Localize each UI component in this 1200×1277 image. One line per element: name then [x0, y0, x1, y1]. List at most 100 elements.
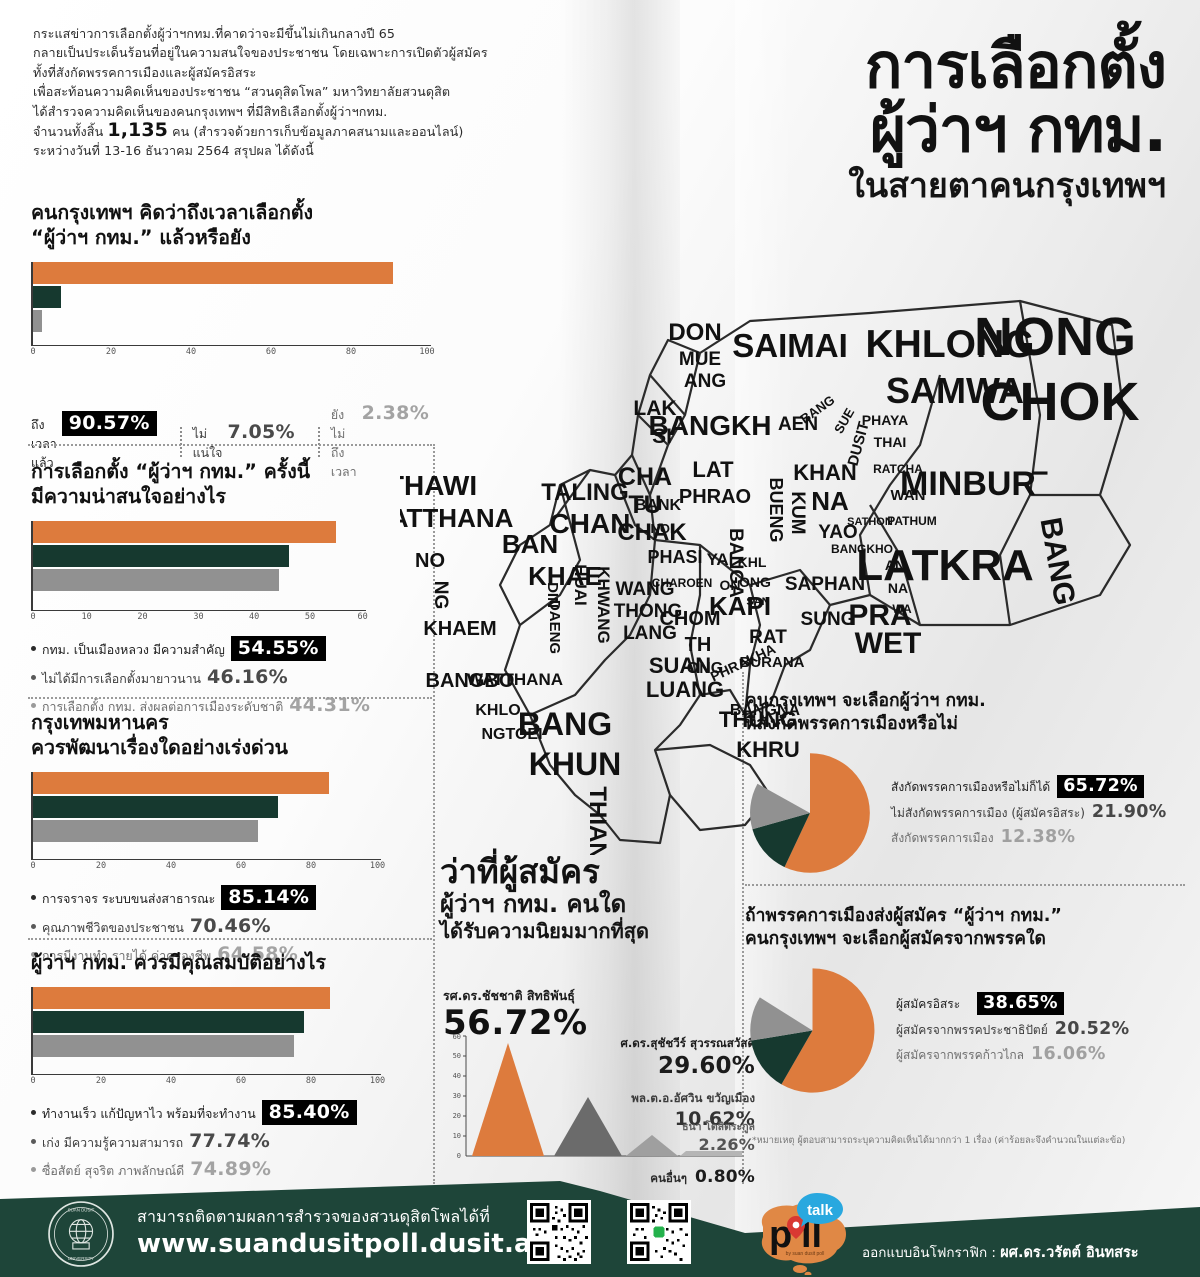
q1-summary-label-2: ไม่แน่ใจ: [192, 426, 223, 460]
candidate-3-block: พล.ต.อ.อัศวิน ขวัญเมือง 10.62%: [530, 1090, 755, 1130]
q1-summary-label-1: ถึงเวลาแล้ว: [31, 417, 57, 470]
intro-sample-suffix: คน (สำรวจด้วยการเก็บข้อมูลภาคสนามและออนไ…: [168, 124, 464, 140]
q3-legend-row-3: การมีงานทำ รายได้ ค่าครองชีพ 64.58%: [31, 943, 431, 966]
svg-text:WATTHANA: WATTHANA: [400, 503, 514, 533]
svg-text:NOI: NOI: [650, 521, 673, 536]
q2-tick-50: 50: [304, 612, 316, 622]
q3-legend-label-2: คุณภาพชีวิตของประชาชน: [42, 920, 184, 935]
poll-logo: p ll talk by suan dusit poll: [761, 1193, 846, 1275]
svg-text:CHOM: CHOM: [659, 608, 720, 630]
svg-text:MUE: MUE: [679, 349, 721, 370]
q2-plot-area: [31, 521, 366, 611]
svg-text:KHL: KHL: [738, 554, 767, 570]
q4-bar-3: [33, 1035, 294, 1057]
svg-text:ONG: ONG: [687, 660, 723, 677]
intro-line-7: ระหว่างวันที่ 13-16 ธันวาคม 2564 สรุปผล …: [33, 143, 314, 159]
svg-text:40: 40: [453, 1072, 461, 1080]
bullet-icon: [31, 675, 36, 680]
q4-bar-2: [33, 1011, 304, 1033]
svg-text:SUAN DUSIT: SUAN DUSIT: [68, 1208, 95, 1213]
pie1-row: สังกัดพรรคการเมืองหรือไม่ก็ได้ 65.72% ไม…: [745, 748, 1195, 878]
divider-1: [28, 444, 432, 446]
q1-summary-item-2: ไม่แน่ใจ 7.05%: [193, 421, 307, 463]
qr-code-social[interactable]: [627, 1200, 691, 1264]
q3-tick-60: 60: [235, 861, 247, 871]
candidate-3-name: พล.ต.อ.อัศวิน ขวัญเมือง: [631, 1091, 755, 1105]
bullet-icon: [31, 1139, 36, 1144]
intro-line-6: จำนวนทั้งสิ้น 1,135 คน (สำรวจด้วยการเก็บ…: [33, 120, 593, 141]
svg-text:ll: ll: [801, 1214, 822, 1256]
svg-text:THAI: THAI: [874, 434, 907, 450]
svg-text:KHLONG: KHLONG: [866, 323, 1035, 366]
pie1-legend-value-3: 12.38%: [1000, 826, 1076, 847]
q3-tick-0: 0: [30, 861, 36, 871]
svg-text:BAN: BAN: [502, 529, 558, 559]
svg-text:TH: TH: [685, 634, 712, 656]
svg-text:PHRAO: PHRAO: [679, 486, 751, 508]
svg-text:AN: AN: [885, 557, 905, 573]
pie-block-2: ถ้าพรรคการเมืองส่งผู้สมัคร “ผู้ว่าฯ กทม.…: [745, 905, 1195, 1098]
headline-line-1: การเลือกตั้ง: [864, 29, 1167, 102]
candidate-4-value: 2.26%: [698, 1135, 755, 1154]
q3-legend-row-2: คุณภาพชีวิตของประชาชน 70.46%: [31, 915, 431, 938]
svg-text:NGTOEI: NGTOEI: [481, 726, 542, 743]
svg-text:50: 50: [453, 1052, 461, 1060]
candidate-5-name: คนอื่นๆ: [650, 1171, 688, 1185]
q4-legend-row-2: เก่ง มีความรู้ความสามารถ 77.74%: [31, 1130, 431, 1153]
q1-bar-chart: 0 20 40 60 80 100: [30, 262, 435, 362]
q2-legend-value-3: 44.31%: [289, 694, 371, 716]
q4-tick-80: 80: [305, 1076, 317, 1086]
pie2-legend-label-3: ผู้สมัครจากพรรคก้าวไกล: [896, 1048, 1024, 1062]
pie2-legend-value-3: 16.06%: [1031, 1044, 1106, 1064]
svg-text:NA: NA: [811, 486, 849, 516]
candidate-4-name: ธนา โตสิตระกูล: [682, 1121, 755, 1133]
svg-text:WAN: WAN: [891, 487, 926, 504]
svg-text:LANG: LANG: [623, 623, 677, 644]
q1-summary-label-3: ยังไม่ถึงเวลา: [330, 407, 357, 479]
svg-text:TU: TU: [628, 491, 661, 519]
bullet-icon: [31, 1167, 36, 1172]
q4-tick-20: 20: [95, 1076, 107, 1086]
candidate-4-block: ธนา โตสิตระกูล 2.26%: [630, 1118, 755, 1154]
q3-legend: การจราจร ระบบขนส่งสาธารณะ 85.14% คุณภาพช…: [31, 885, 431, 966]
svg-text:LAK: LAK: [633, 397, 676, 420]
q3-bar-2: [33, 796, 279, 818]
svg-text:THAWI: THAWI: [400, 470, 477, 501]
pie2-title-line-1: ถ้าพรรคการเมืองส่งผู้สมัคร “ผู้ว่าฯ กทม.…: [745, 906, 1062, 926]
q3-legend-value-2: 70.46%: [189, 915, 271, 937]
svg-text:CHA: CHA: [618, 463, 672, 491]
q4-legend-value-2: 77.74%: [189, 1130, 271, 1152]
intro-line-2: กลายเป็นประเด็นร้อนที่อยู่ในความสนใจของป…: [33, 45, 488, 61]
svg-text:0: 0: [457, 1152, 461, 1160]
footnote: *หมายเหตุ ผู้ตอบสามารถระบุความคิดเห็นได้…: [752, 1135, 1126, 1146]
svg-text:60: 60: [453, 1033, 461, 1041]
pie1-legend-value-1: 65.72%: [1057, 774, 1144, 798]
q2-legend-label-2: ไม่ได้มีการเลือกตั้งมายาวนาน: [42, 671, 202, 686]
svg-text:YAO: YAO: [818, 522, 857, 543]
svg-text:KAPI: KAPI: [709, 591, 771, 621]
svg-text:PATHUM: PATHUM: [887, 514, 937, 528]
q3-tick-100: 100: [369, 861, 386, 871]
footer-url[interactable]: www.suandusitpoll.dusit.ac.th: [137, 1229, 589, 1259]
footer-follow-text: สามารถติดตามผลการสำรวจของสวนดุสิตโพลได้ท…: [137, 1207, 490, 1226]
pie1-legend-row-1: สังกัดพรรคการเมืองหรือไม่ก็ได้ 65.72%: [891, 774, 1167, 798]
pie2-legend-label-1: ผู้สมัครอิสระ: [896, 997, 961, 1011]
bangkok-district-map: DON MUE ANG LAK SI SAIMAI BANGKH AEN KHL…: [367, 295, 1140, 860]
q1-tick-100: 100: [419, 347, 435, 357]
svg-text:THUNG: THUNG: [719, 707, 797, 732]
svg-text:ANG: ANG: [684, 371, 726, 392]
footer-credit-prefix: ออกแบบอินโฟกราฟิก :: [862, 1245, 1001, 1261]
q4-tick-60: 60: [235, 1076, 247, 1086]
q2-legend: กทม. เป็นเมืองหลวง มีความสำคัญ 54.55% ไม…: [31, 636, 431, 717]
footer-credit: ออกแบบอินโฟกราฟิก : ผศ.ดร.วรัตต์ อินทสระ: [862, 1241, 1139, 1264]
q2-tick-60: 60: [357, 612, 368, 622]
svg-text:by suan dusit poll: by suan dusit poll: [786, 1251, 825, 1257]
qr-code-website[interactable]: [527, 1200, 591, 1264]
svg-text:KHWANG: KHWANG: [594, 566, 613, 643]
page-title: การเลือกตั้ง ผู้ว่าฯ กทม. ในสายตาคนกรุงเ…: [848, 29, 1167, 211]
q3-bar-3: [33, 820, 258, 842]
q1-bar-2: [33, 286, 62, 308]
question-block-1: คนกรุงเทพฯ คิดว่าถึงเวลาเลือกตั้ง “ผู้ว่…: [30, 200, 435, 362]
svg-text:WET: WET: [855, 627, 922, 660]
candidate-2-value: 29.60%: [658, 1053, 755, 1079]
